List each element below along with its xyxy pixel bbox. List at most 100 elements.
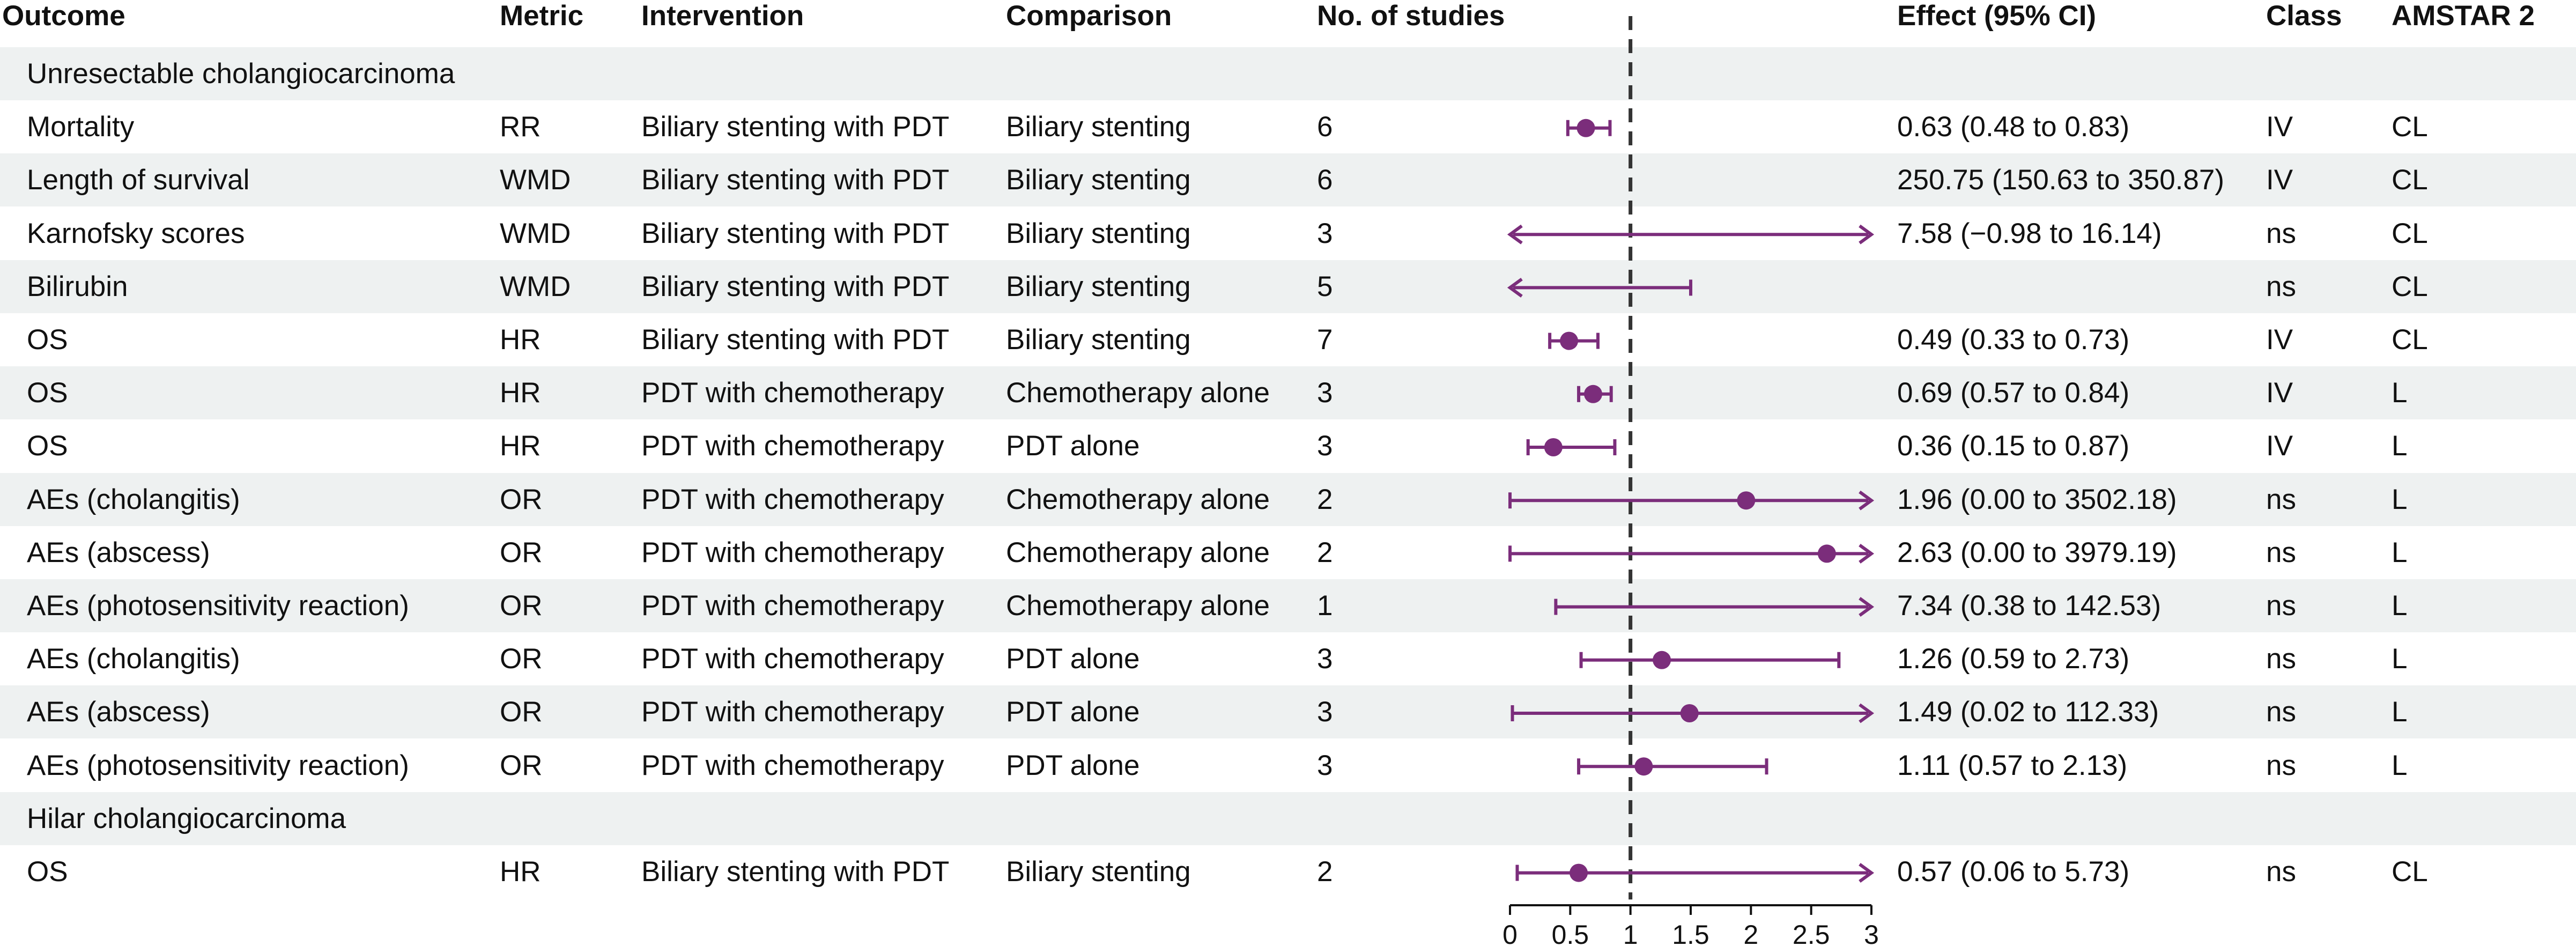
cell-effect: 0.57 (0.06 to 5.73): [1897, 856, 2130, 888]
cell-comparison: Chemotherapy alone: [1006, 590, 1270, 622]
point-estimate: [1737, 491, 1756, 510]
cell-outcome: Bilirubin: [27, 270, 128, 302]
cell-amstar: L: [2392, 377, 2408, 409]
cell-metric: HR: [500, 324, 541, 356]
cell-intervention: PDT with chemotherapy: [641, 643, 944, 675]
cell-comparison: Biliary stenting: [1006, 856, 1191, 888]
cell-amstar: CL: [2392, 270, 2428, 302]
cell-effect: 0.69 (0.57 to 0.84): [1897, 377, 2130, 409]
cell-intervention: Biliary stenting with PDT: [641, 111, 950, 143]
cell-intervention: Biliary stenting with PDT: [641, 217, 950, 249]
x-tick-label: 2: [1743, 920, 1758, 946]
point-estimate: [1544, 438, 1563, 456]
cell-comparison: Biliary stenting: [1006, 270, 1191, 302]
cell-metric: OR: [500, 643, 543, 675]
cell-metric: OR: [500, 483, 543, 515]
cell-intervention: Biliary stenting with PDT: [641, 324, 950, 356]
cell-comparison: Chemotherapy alone: [1006, 377, 1270, 409]
cell-metric: HR: [500, 377, 541, 409]
cell-outcome: AEs (photosensitivity reaction): [27, 749, 409, 781]
cell-class: ns: [2266, 270, 2296, 302]
ci-arrow-right: [1859, 543, 1875, 564]
x-tick-label: 0.5: [1552, 920, 1589, 946]
table-row: Karnofsky scores WMD Biliary stenting with…: [0, 207, 2576, 260]
point-estimate: [1817, 544, 1836, 563]
cell-outcome: AEs (cholangitis): [27, 483, 240, 515]
cell-metric: OR: [500, 590, 543, 622]
cell-amstar: CL: [2392, 164, 2428, 196]
cell-intervention: PDT with chemotherapy: [641, 483, 944, 515]
cell-intervention: PDT with chemotherapy: [641, 696, 944, 728]
cell-metric: RR: [500, 111, 541, 143]
cell-intervention: PDT with chemotherapy: [641, 590, 944, 622]
cell-intervention: Biliary stenting with PDT: [641, 164, 950, 196]
table-row: OS HR PDT with chemotherapy Chemotherapy al…: [0, 366, 2576, 420]
cell-effect: 0.63 (0.48 to 0.83): [1897, 111, 2130, 143]
cell-class: ns: [2266, 749, 2296, 781]
cell-outcome: AEs (photosensitivity reaction): [27, 590, 409, 622]
cell-metric: WMD: [500, 164, 571, 196]
cell-amstar: L: [2392, 643, 2408, 675]
section-row: Hilar cholangiocarcinoma: [0, 792, 2576, 845]
header-metric: Metric: [500, 0, 584, 32]
cell-studies: 3: [1317, 696, 1333, 728]
table-row: AEs (photosensitivity reaction) OR PDT wit…: [0, 579, 2576, 632]
table-row: Bilirubin WMD Biliary stenting with PDT Bil…: [0, 260, 2576, 313]
point-estimate: [1560, 331, 1579, 350]
cell-effect: 1.96 (0.00 to 3502.18): [1897, 483, 2177, 515]
cell-class: IV: [2266, 430, 2293, 462]
cell-studies: 3: [1317, 217, 1333, 249]
cell-comparison: Chemotherapy alone: [1006, 483, 1270, 515]
ci-arrow-right: [1859, 863, 1875, 883]
cell-effect: 1.11 (0.57 to 2.13): [1897, 749, 2128, 781]
cell-outcome: OS: [27, 856, 68, 888]
cell-comparison: Biliary stenting: [1006, 217, 1191, 249]
table-row: AEs (cholangitis) OR PDT with chemotherapy…: [0, 632, 2576, 685]
cell-class: ns: [2266, 536, 2296, 568]
cell-comparison: PDT alone: [1006, 749, 1140, 781]
table-row: OS HR PDT with chemotherapy PDT alone 3 0.36 …: [0, 419, 2576, 472]
cell-class: IV: [2266, 164, 2293, 196]
cell-comparison: PDT alone: [1006, 696, 1140, 728]
table-row: OS HR Biliary stenting with PDT Biliary ste…: [0, 313, 2576, 366]
ci-arrow-left: [1507, 277, 1523, 298]
header-amstar: AMSTAR 2: [2392, 0, 2535, 32]
table-header: Outcome Metric Intervention Comparison N…: [0, 0, 2576, 45]
cell-comparison: Biliary stenting: [1006, 164, 1191, 196]
cell-effect: 0.36 (0.15 to 0.87): [1897, 430, 2130, 462]
cell-amstar: L: [2392, 696, 2408, 728]
table-row: AEs (abscess) OR PDT with chemotherapy Chem…: [0, 526, 2576, 579]
cell-studies: 2: [1317, 856, 1333, 888]
point-estimate: [1584, 385, 1603, 403]
ci-arrow-right: [1859, 597, 1875, 617]
cell-studies: 6: [1317, 164, 1333, 196]
cell-class: ns: [2266, 590, 2296, 622]
cell-metric: WMD: [500, 270, 571, 302]
cell-outcome: Karnofsky scores: [27, 217, 245, 249]
cell-amstar: CL: [2392, 856, 2428, 888]
cell-outcome: AEs (abscess): [27, 536, 210, 568]
ci-arrow-right: [1859, 703, 1875, 723]
cell-class: ns: [2266, 696, 2296, 728]
point-estimate: [1634, 757, 1653, 776]
table-row: AEs (cholangitis) OR PDT with chemotherapy…: [0, 472, 2576, 526]
cell-metric: OR: [500, 696, 543, 728]
cell-class: ns: [2266, 483, 2296, 515]
cell-outcome: OS: [27, 377, 68, 409]
x-tick-label: 3: [1864, 920, 1879, 946]
cell-studies: 3: [1317, 643, 1333, 675]
cell-metric: HR: [500, 856, 541, 888]
header-class: Class: [2266, 0, 2342, 32]
cell-class: ns: [2266, 856, 2296, 888]
cell-amstar: L: [2392, 430, 2408, 462]
cell-amstar: L: [2392, 590, 2408, 622]
header-effect: Effect (95% CI): [1897, 0, 2097, 32]
x-tick-label: 1: [1623, 920, 1638, 946]
cell-intervention: PDT with chemotherapy: [641, 430, 944, 462]
point-estimate: [1653, 651, 1671, 669]
x-tick-label: 2.5: [1793, 920, 1830, 946]
cell-effect: 2.63 (0.00 to 3979.19): [1897, 536, 2177, 568]
cell-intervention: Biliary stenting with PDT: [641, 270, 950, 302]
